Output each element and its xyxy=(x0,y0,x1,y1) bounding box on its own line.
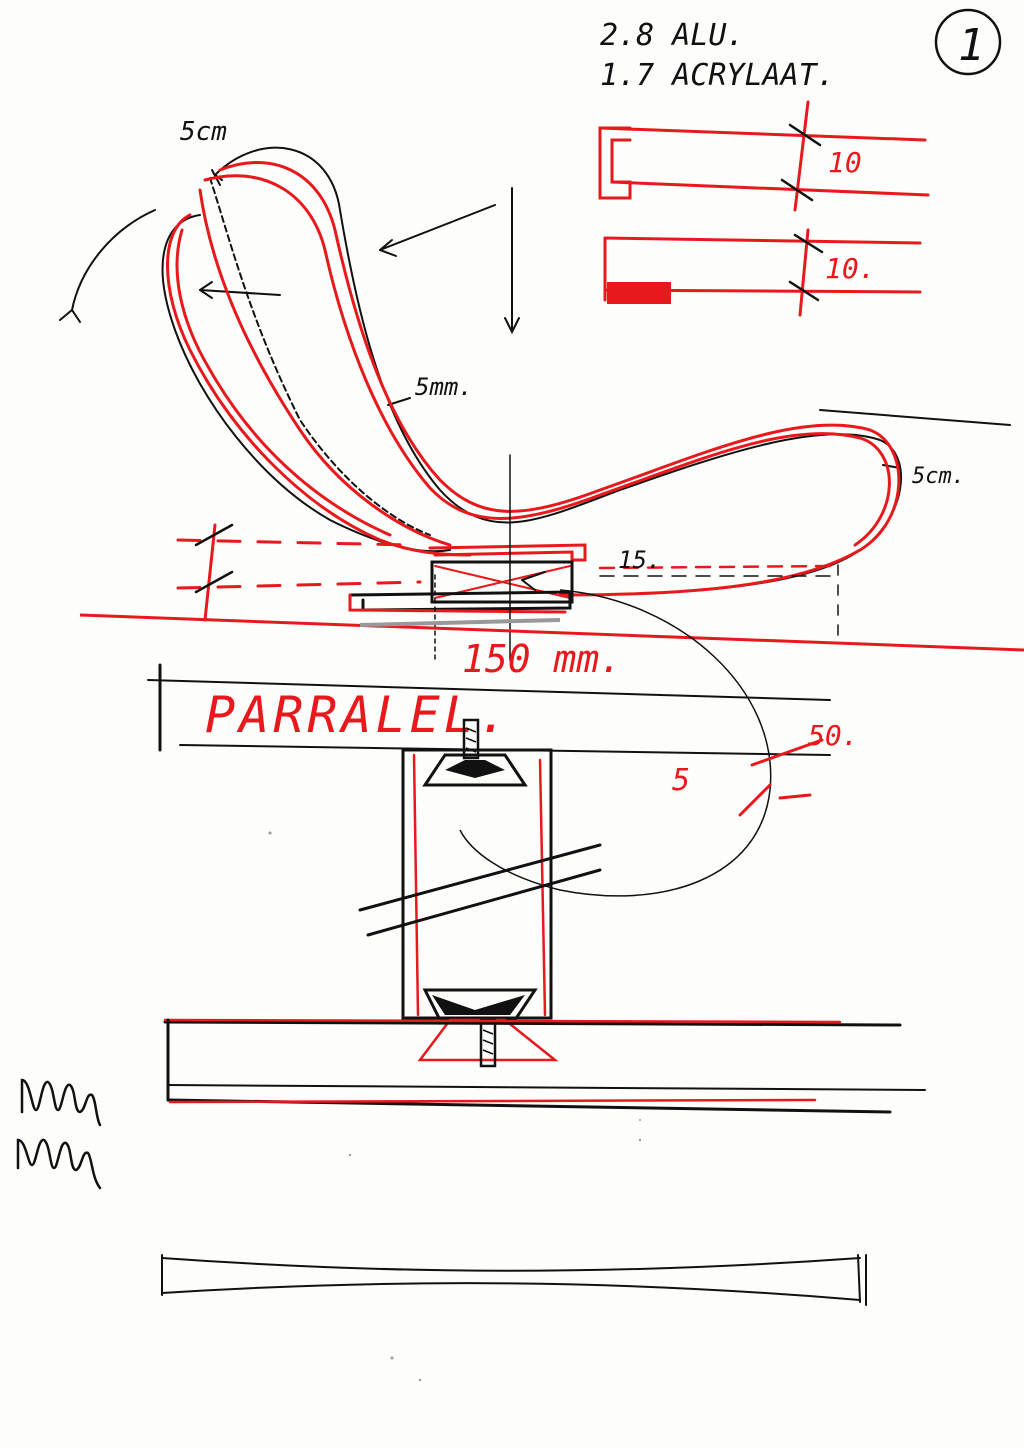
tapered-plank xyxy=(161,1254,867,1306)
profile-detail-bottom xyxy=(603,228,922,317)
bottom-connector xyxy=(417,988,559,1068)
profile-detail-top xyxy=(598,100,930,212)
dimension-small-5: 5 xyxy=(672,763,690,798)
left-dimension-marks xyxy=(176,523,422,622)
base-plate xyxy=(163,1018,926,1114)
paper-specks xyxy=(268,831,642,1382)
clamp-block xyxy=(348,454,587,661)
swing-arc xyxy=(459,589,772,897)
page-number: 1 xyxy=(958,20,985,71)
base-line-black xyxy=(359,618,561,627)
column xyxy=(358,748,602,1020)
dimension-gap-15: 15. xyxy=(618,546,661,574)
base-line-red xyxy=(79,613,1024,652)
dimension-right-tip: 5cm. xyxy=(912,464,965,489)
dimension-left-tip: 5cm xyxy=(180,117,227,147)
dimension-top-profile: 10 xyxy=(828,146,862,179)
page-number-badge: 1 xyxy=(934,8,1002,76)
dimension-width-150: 150 mm. xyxy=(462,637,622,681)
note-acrylaat: 1.7 ACRYLAAT. xyxy=(600,58,835,93)
right-extension xyxy=(598,564,841,641)
dimension-loop-gap: 5mm. xyxy=(415,373,473,401)
dimension-bottom-profile: 10. xyxy=(825,252,876,285)
squiggle-doodles xyxy=(16,1078,102,1190)
loop-shape-red xyxy=(166,161,901,597)
dimension-radius-50: 50. xyxy=(808,719,859,752)
note-alu: 2.8 ALU. xyxy=(600,18,745,53)
parallel-label: PARRALEL. xyxy=(205,686,512,744)
top-connector xyxy=(422,718,528,787)
radius-marks xyxy=(738,738,824,817)
